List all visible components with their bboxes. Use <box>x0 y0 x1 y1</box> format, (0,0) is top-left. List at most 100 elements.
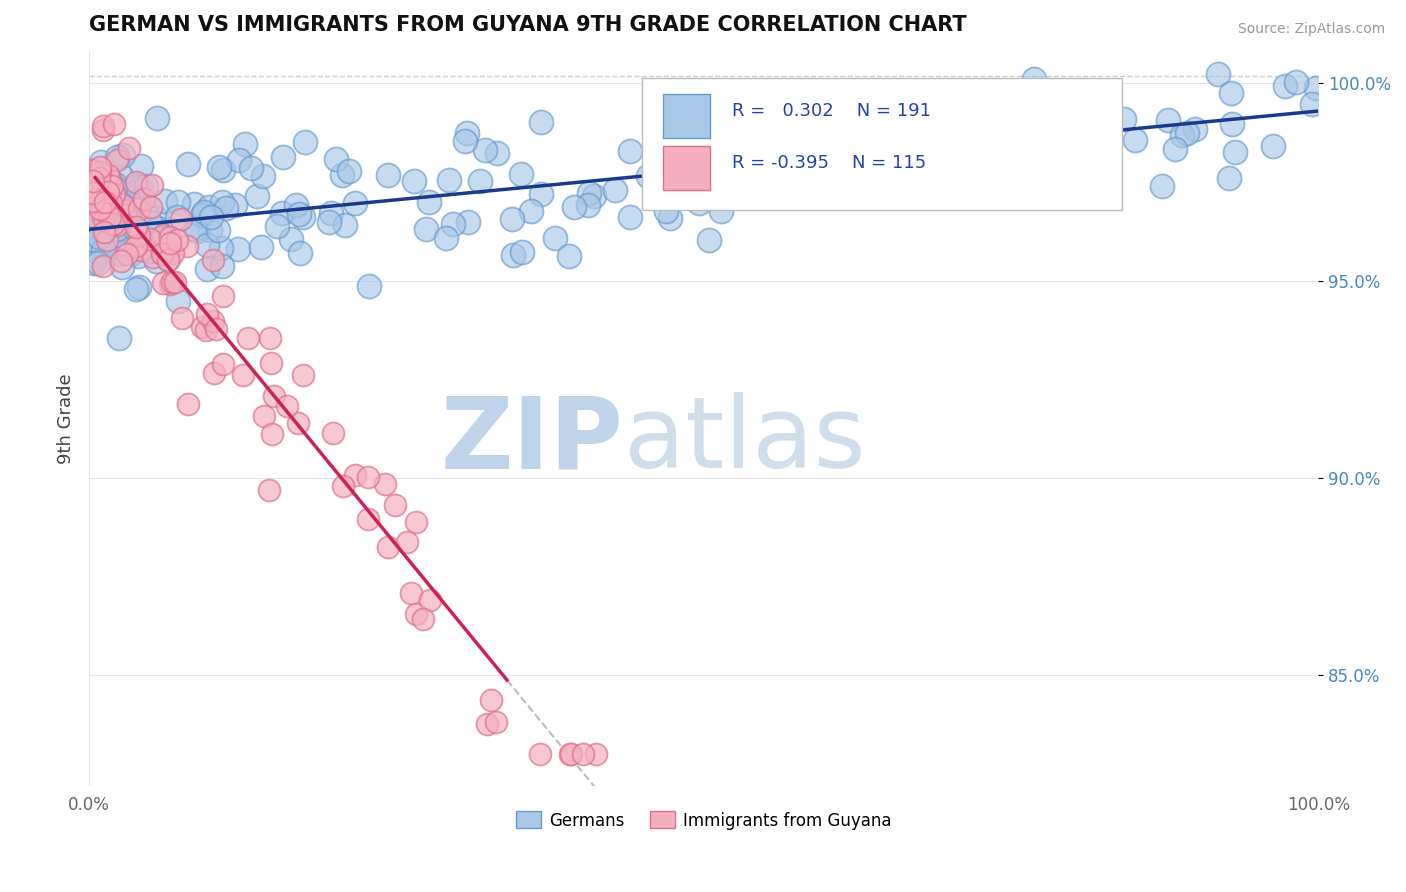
Legend: Germans, Immigrants from Guyana: Germans, Immigrants from Guyana <box>509 805 898 836</box>
Point <box>125 178 148 193</box>
Text: atlas: atlas <box>624 392 866 490</box>
Point <box>89 202 111 217</box>
Point <box>509 167 531 181</box>
Point <box>1301 96 1323 111</box>
Point <box>485 714 508 729</box>
Text: R =   0.302    N = 191: R = 0.302 N = 191 <box>733 102 931 120</box>
Point <box>97 206 120 220</box>
Point <box>1220 117 1243 131</box>
Point <box>200 211 222 225</box>
Point <box>82 174 104 188</box>
Point <box>1184 122 1206 136</box>
Point <box>201 314 224 328</box>
Point <box>157 252 180 266</box>
Point <box>82 176 104 190</box>
Point <box>83 202 105 216</box>
Point <box>122 221 145 235</box>
Point <box>128 179 150 194</box>
Point <box>96 233 118 247</box>
Point <box>288 246 311 260</box>
Point <box>108 331 131 345</box>
Point <box>89 160 111 174</box>
Point <box>605 183 627 197</box>
Point <box>560 747 582 762</box>
Point <box>1208 67 1230 81</box>
Point <box>82 183 104 197</box>
Point <box>94 198 117 212</box>
Point <box>1024 72 1046 87</box>
Point <box>112 188 135 202</box>
Point <box>94 202 117 216</box>
Point <box>377 540 399 554</box>
Point <box>915 125 938 139</box>
Point <box>1005 127 1028 141</box>
Point <box>195 238 218 252</box>
Point <box>866 133 889 147</box>
Point <box>166 210 188 224</box>
Point <box>287 416 309 430</box>
Point <box>396 534 419 549</box>
Point <box>1220 86 1243 100</box>
Point <box>105 153 128 167</box>
Point <box>152 276 174 290</box>
Point <box>710 204 733 219</box>
Point <box>128 280 150 294</box>
Point <box>405 607 427 621</box>
Point <box>91 123 114 137</box>
Point <box>1123 133 1146 147</box>
Point <box>89 165 111 179</box>
Point <box>415 222 437 236</box>
Point <box>105 222 128 236</box>
Point <box>103 241 125 255</box>
Point <box>211 289 233 303</box>
Point <box>105 227 128 241</box>
Point <box>93 120 115 134</box>
Point <box>112 148 135 162</box>
Point <box>190 208 212 222</box>
Point <box>93 211 115 226</box>
Point <box>112 230 135 244</box>
Point <box>412 612 434 626</box>
Text: ZIP: ZIP <box>441 392 624 490</box>
Point <box>1175 126 1198 140</box>
Point <box>128 202 150 216</box>
Point <box>83 219 105 234</box>
Point <box>166 293 188 308</box>
Point <box>454 134 477 148</box>
Point <box>475 717 498 731</box>
Point <box>135 178 157 193</box>
Point <box>233 137 256 152</box>
Point <box>1008 162 1031 177</box>
Point <box>1218 171 1240 186</box>
Point <box>972 132 994 146</box>
Point <box>344 468 367 483</box>
Point <box>93 225 115 239</box>
Point <box>142 228 165 243</box>
Point <box>215 201 238 215</box>
Point <box>470 174 492 188</box>
Point <box>572 747 595 762</box>
Point <box>815 123 838 137</box>
Point <box>903 135 925 149</box>
Point <box>865 153 887 168</box>
Point <box>150 231 173 245</box>
Point <box>129 193 152 207</box>
Point <box>322 426 344 441</box>
Point <box>110 169 132 184</box>
Point <box>294 135 316 149</box>
Point <box>811 138 834 153</box>
Point <box>1164 142 1187 156</box>
Point <box>82 189 104 203</box>
Point <box>1071 139 1094 153</box>
Point <box>100 196 122 211</box>
Point <box>209 242 232 256</box>
Point <box>246 188 269 202</box>
Point <box>240 161 263 176</box>
Point <box>100 171 122 186</box>
Point <box>118 141 141 155</box>
Point <box>688 196 710 211</box>
Point <box>82 163 104 178</box>
Point <box>263 389 285 403</box>
Point <box>110 247 132 261</box>
Point <box>89 230 111 244</box>
